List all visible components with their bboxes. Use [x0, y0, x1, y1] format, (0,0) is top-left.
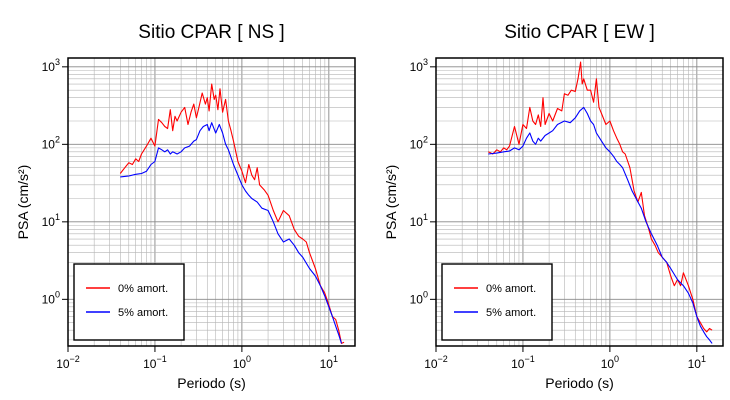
series-line-undamped: [119, 83, 345, 344]
plot-frame: [67, 57, 356, 347]
x-tick-label: 100: [233, 354, 251, 371]
y-tick-label: 100: [410, 289, 428, 306]
y-tick-label: 101: [410, 212, 428, 229]
series-line-undamped: [488, 61, 713, 333]
plot-frame: [435, 57, 724, 347]
legend-label: 0% amort.: [486, 283, 536, 295]
y-tick-label: 103: [42, 57, 60, 74]
legend-label: 0% amort.: [118, 283, 168, 295]
series-line-damped: [120, 122, 343, 344]
chart-title: Sitio CPAR [ EW ]: [504, 22, 655, 43]
legend: 0% amort. 5% amort.: [441, 263, 553, 341]
chart-title: Sitio CPAR [ NS ]: [138, 22, 284, 43]
y-tick-label: 100: [42, 289, 60, 306]
x-axis-label: Periodo (s): [545, 375, 613, 391]
y-tick-label: 102: [410, 134, 428, 151]
y-tick-label: 103: [410, 57, 428, 74]
x-tick-label: 10−1: [511, 354, 535, 371]
x-axis-label: Periodo (s): [177, 375, 245, 391]
legend-label: 5% amort.: [486, 307, 536, 319]
chart-panel-1: 10−2 10−1 100 101 100 101 102 103 Sitio CPAR [ N…: [15, 22, 356, 391]
legend-box: [73, 263, 185, 341]
y-tick-label: 101: [42, 212, 60, 229]
legend: 0% amort. 5% amort.: [73, 263, 185, 341]
x-tick-label: 10−1: [143, 354, 167, 371]
y-axis-label: PSA (cm/s²): [15, 165, 31, 240]
x-tick-label: 100: [601, 354, 619, 371]
x-tick-label: 10−2: [56, 354, 80, 371]
chart-panel-2: 10−2 10−1 100 101 100 101 102 103 Sitio CPAR [ E…: [383, 22, 724, 391]
legend-box: [441, 263, 553, 341]
x-tick-label: 10−2: [424, 354, 448, 371]
legend-label: 5% amort.: [118, 307, 168, 319]
y-tick-label: 102: [42, 134, 60, 151]
x-tick-label: 101: [688, 354, 706, 371]
y-axis-label: PSA (cm/s²): [383, 165, 399, 240]
x-tick-label: 101: [320, 354, 338, 371]
series-line-damped: [488, 106, 713, 344]
